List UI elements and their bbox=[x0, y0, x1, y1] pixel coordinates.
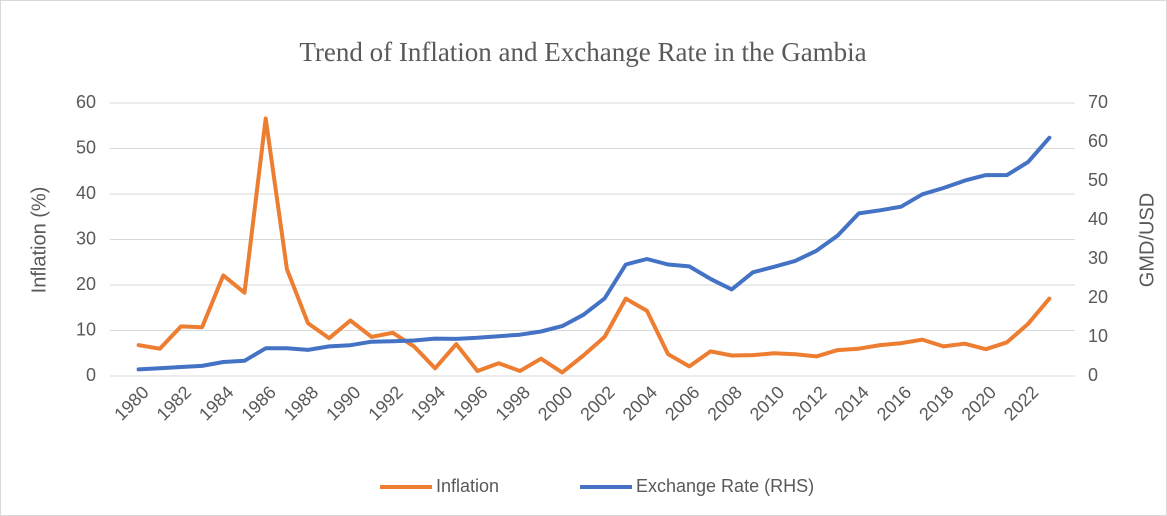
y2-tick-label: 70 bbox=[1088, 92, 1108, 112]
y2-tick-label: 30 bbox=[1088, 248, 1108, 268]
y-tick-label: 0 bbox=[86, 365, 96, 385]
chart-title: Trend of Inflation and Exchange Rate in … bbox=[299, 37, 866, 67]
y2-tick-label: 60 bbox=[1088, 131, 1108, 151]
y-tick-label: 10 bbox=[76, 319, 96, 339]
y2-tick-label: 0 bbox=[1088, 365, 1098, 385]
y2-axis-title: GMD/USD bbox=[1136, 193, 1158, 287]
y-tick-label: 40 bbox=[76, 183, 96, 203]
y2-tick-label: 10 bbox=[1088, 326, 1108, 346]
y2-tick-label: 40 bbox=[1088, 209, 1108, 229]
y2-tick-label: 50 bbox=[1088, 170, 1108, 190]
legend-label: Exchange Rate (RHS) bbox=[636, 476, 814, 496]
y-tick-label: 20 bbox=[76, 274, 96, 294]
y-axis-title: Inflation (%) bbox=[28, 187, 50, 294]
y-tick-label: 60 bbox=[76, 92, 96, 112]
series-line bbox=[136, 116, 1052, 375]
y2-tick-label: 20 bbox=[1088, 287, 1108, 307]
legend-label: Inflation bbox=[436, 476, 499, 496]
y-tick-label: 30 bbox=[76, 228, 96, 248]
y-tick-label: 50 bbox=[76, 137, 96, 157]
series-line bbox=[136, 135, 1052, 372]
